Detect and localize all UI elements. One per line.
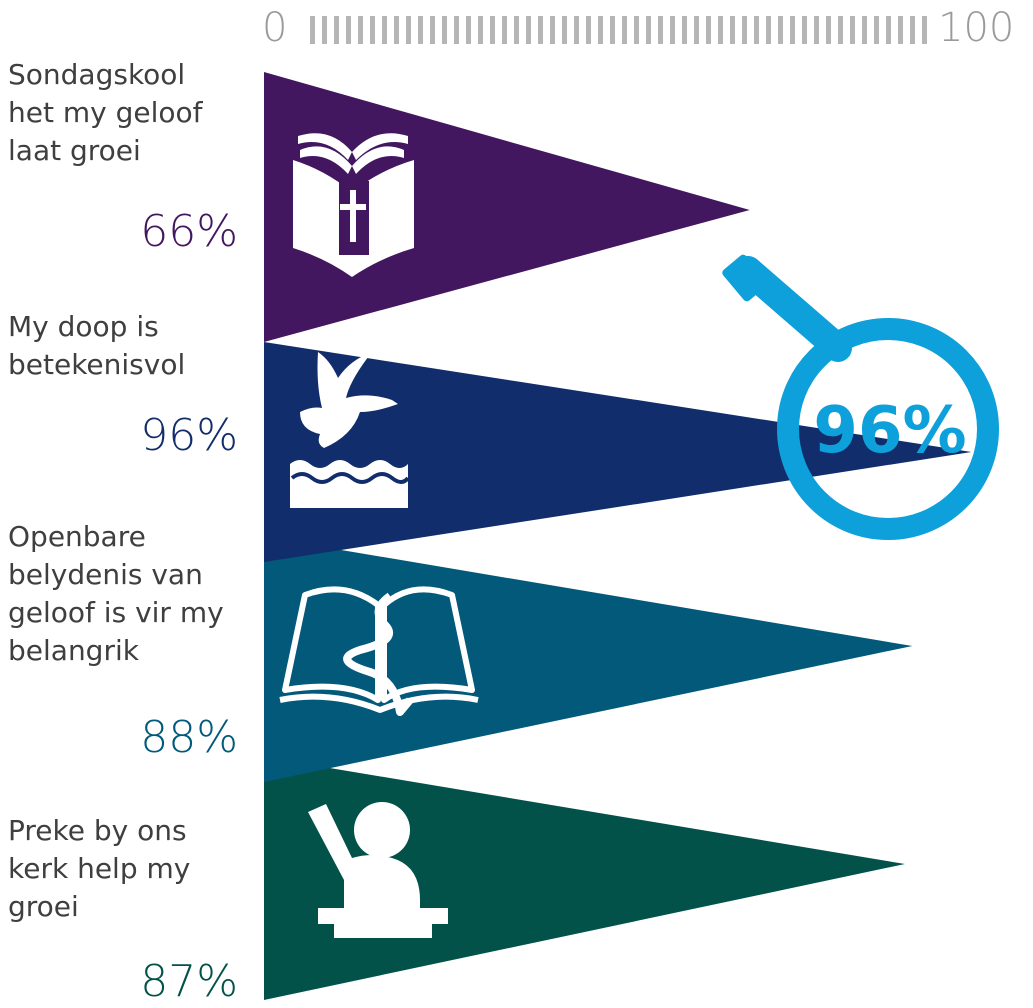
scale-ticks [310,16,927,44]
scale-tick [334,16,339,44]
scale-tick [430,16,435,44]
scale-min-label: 0 [262,5,288,51]
scale-tick [850,16,855,44]
value-label: 87% [140,956,238,1007]
scale-tick [862,16,867,44]
scale-tick [658,16,663,44]
scale-tick [754,16,759,44]
scale-tick [718,16,723,44]
scale-tick [454,16,459,44]
scale-tick [826,16,831,44]
scale-tick [514,16,519,44]
scale-tick [730,16,735,44]
scale-tick [538,16,543,44]
scale-tick [322,16,327,44]
scale-tick [490,16,495,44]
pennant-bar-3 [264,537,913,782]
scale-tick [466,16,471,44]
preacher-pulpit-icon [308,802,448,938]
category-label: My doop is betekenisvol [8,310,186,381]
scale-tick [310,16,315,44]
scale-tick [814,16,819,44]
scale-tick [382,16,387,44]
pennant-bar-2 [264,342,972,562]
scale-tick [886,16,891,44]
value-label: 88% [140,712,238,763]
scale-tick [766,16,771,44]
bible-cross-icon [293,133,414,277]
scale-tick [874,16,879,44]
category-label: Openbare belydenis van geloof is vir my … [8,520,224,667]
bible-river-icon [279,586,479,716]
dove-water-icon [290,352,410,508]
scale-tick [694,16,699,44]
scale-tick [778,16,783,44]
scale-tick [922,16,927,44]
scale-tick [502,16,507,44]
scale-tick [418,16,423,44]
scale-tick [634,16,639,44]
scale-tick [910,16,915,44]
value-label: 96% [140,410,238,461]
scale-tick [610,16,615,44]
pennants [264,72,972,1000]
highlight-value-label: 96% [813,394,966,468]
category-label: Sondagskool het my geloof laat groei [8,58,203,167]
scale-tick [802,16,807,44]
scale-tick [550,16,555,44]
value-label: 66% [140,206,238,257]
scale-tick [370,16,375,44]
scale-tick [478,16,483,44]
pennant-bar-4 [264,757,905,1000]
scale-tick [898,16,903,44]
scale-tick [586,16,591,44]
scale-max-label: 100 [938,5,1015,51]
scale-tick [598,16,603,44]
magnifying-glass-icon: 96% [722,254,999,540]
scale-tick [442,16,447,44]
scale-tick [838,16,843,44]
scale-tick [706,16,711,44]
scale-tick [790,16,795,44]
scale-tick [406,16,411,44]
scale-tick [670,16,675,44]
scale-tick [574,16,579,44]
scale-tick [346,16,351,44]
scale-tick [742,16,747,44]
scale-tick [526,16,531,44]
category-label: Preke by ons kerk help my groei [8,814,191,923]
scale-tick [562,16,567,44]
scale-tick [622,16,627,44]
scale-tick [394,16,399,44]
scale-tick [646,16,651,44]
scale-tick [358,16,363,44]
scale-tick [682,16,687,44]
